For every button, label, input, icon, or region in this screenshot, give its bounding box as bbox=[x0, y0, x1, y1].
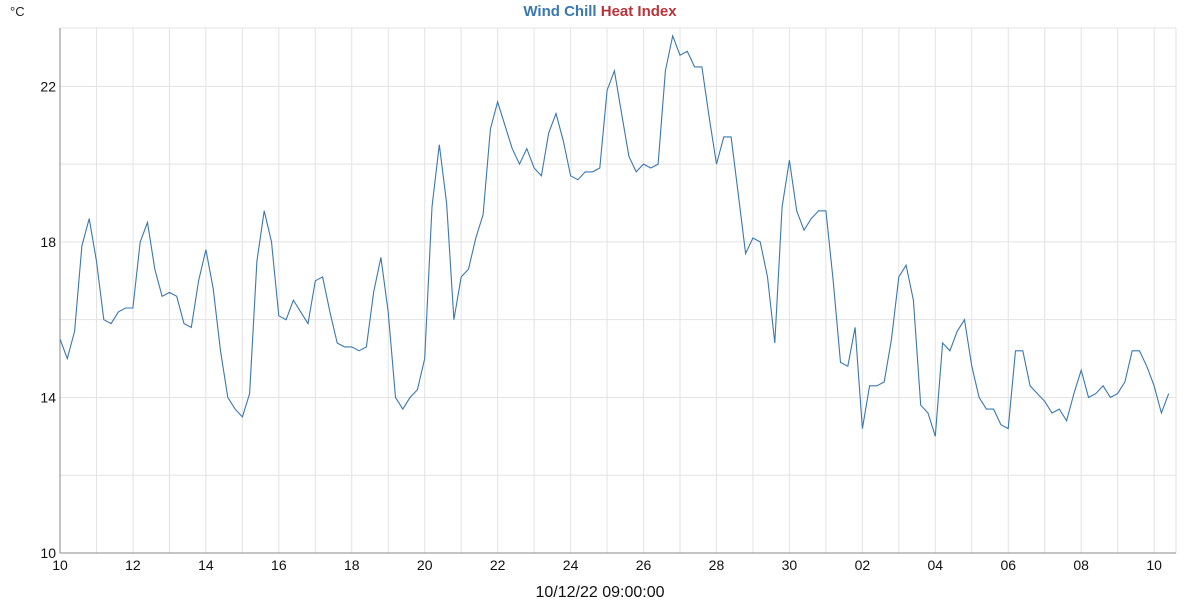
x-tick-label: 12 bbox=[125, 557, 141, 573]
x-tick-label: 04 bbox=[928, 557, 944, 573]
x-tick-label: 22 bbox=[490, 557, 506, 573]
chart-legend: Wind Chill Heat Index bbox=[0, 3, 1200, 20]
x-tick-label: 26 bbox=[636, 557, 652, 573]
grid-lines bbox=[59, 27, 1177, 554]
x-tick-label: 30 bbox=[782, 557, 798, 573]
axes bbox=[59, 28, 1176, 554]
series-group bbox=[59, 33, 1170, 437]
x-tick-label: 18 bbox=[344, 557, 360, 573]
legend-heat-index[interactable]: Heat Index bbox=[600, 3, 677, 20]
timestamp-label: 10/12/22 09:00:00 bbox=[535, 584, 665, 601]
y-axis-unit-label: °C bbox=[10, 4, 25, 19]
x-tick-label: 06 bbox=[1000, 557, 1016, 573]
series-line-wind-chill[interactable] bbox=[59, 33, 1170, 437]
y-tick-label: 22 bbox=[40, 78, 56, 94]
x-tick-label: 20 bbox=[417, 557, 433, 573]
y-tick-label: 10 bbox=[40, 545, 56, 561]
tick-labels: 10 14 18 22 10 12 14 16 18 20 22 24 26 28 30 02 04 06 08 10 bbox=[40, 78, 1162, 573]
x-tick-label: 10 bbox=[1146, 557, 1162, 573]
y-tick-label: 14 bbox=[40, 389, 56, 405]
x-tick-label: 02 bbox=[855, 557, 871, 573]
x-tick-label: 10 bbox=[52, 557, 68, 573]
legend-wind-chill[interactable]: Wind Chill bbox=[523, 3, 597, 20]
x-tick-label: 28 bbox=[709, 557, 725, 573]
x-tick-label: 16 bbox=[271, 557, 287, 573]
y-tick-label: 18 bbox=[40, 234, 56, 250]
x-tick-label: 14 bbox=[198, 557, 214, 573]
x-tick-label: 24 bbox=[563, 557, 579, 573]
x-tick-label: 08 bbox=[1073, 557, 1089, 573]
